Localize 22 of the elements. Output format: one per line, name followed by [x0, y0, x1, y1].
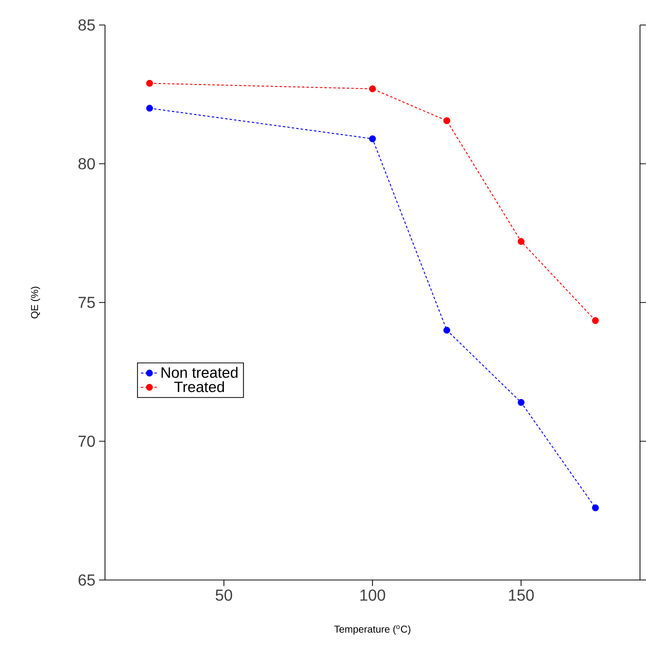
x-tick-label: 150 — [508, 590, 534, 601]
point — [592, 317, 599, 324]
point — [592, 504, 599, 512]
y-tick-label: 70 — [78, 436, 95, 447]
y-axis-title: QE (%) — [30, 286, 40, 318]
x-axis-title: Temperature ($^{o}$C) — [334, 625, 410, 635]
y-tick-label: 75 — [78, 296, 95, 308]
legend-label: Treated — [174, 381, 224, 392]
point — [146, 104, 153, 112]
y-tick-label: 65 — [78, 574, 95, 586]
point — [368, 135, 376, 142]
x-tick-label: 100 — [360, 590, 385, 601]
point — [368, 85, 376, 92]
point — [517, 398, 524, 406]
y-tick-label: 85 — [78, 19, 95, 31]
x-tick-label: 50 — [215, 590, 232, 601]
legend-label: Non treated — [161, 366, 238, 378]
y-tick-label: 80 — [78, 158, 95, 170]
point — [443, 117, 450, 124]
point — [146, 80, 153, 87]
point — [517, 238, 524, 245]
point — [443, 326, 450, 334]
